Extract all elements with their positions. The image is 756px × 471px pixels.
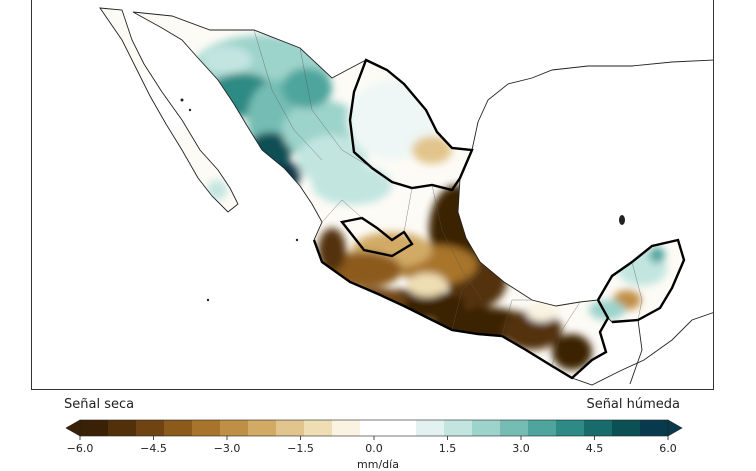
colorbar-bin xyxy=(108,420,137,436)
colorbar-bin xyxy=(276,420,305,436)
colorbar-bin xyxy=(136,420,165,436)
colorbar-bin xyxy=(360,420,389,436)
colorbar-bin xyxy=(164,420,193,436)
colorbar-bin xyxy=(584,420,613,436)
colorbar-tick-label: 6.0 xyxy=(659,442,677,455)
colorbar-bin xyxy=(304,420,333,436)
dry-signal-label: Señal seca xyxy=(64,397,135,412)
colorbar-tick-label: 3.0 xyxy=(512,442,530,455)
colorbar-unit-label: mm/día xyxy=(357,458,399,471)
colorbar-bin xyxy=(388,420,417,436)
colorbar-bin xyxy=(528,420,557,436)
colorbar-bin xyxy=(556,420,585,436)
colorbar-bin xyxy=(640,420,669,436)
colorbar-tick-label: 4.5 xyxy=(586,442,604,455)
precipitation-field xyxy=(100,8,684,378)
colorbar-bin xyxy=(472,420,501,436)
colorbar-bin xyxy=(192,420,221,436)
colorbar-tick-label: −1.5 xyxy=(287,442,314,455)
colorbar-bin xyxy=(416,420,445,436)
colorbar-bin xyxy=(248,420,277,436)
colorbar-min-extend xyxy=(65,419,81,437)
colorbar-max-extend xyxy=(667,419,683,437)
wet-signal-label: Señal húmeda xyxy=(586,397,680,412)
colorbar-bin xyxy=(500,420,529,436)
islands xyxy=(180,98,625,302)
colorbar-bin xyxy=(332,420,361,436)
map-panel xyxy=(31,0,714,390)
precipitation-change-map xyxy=(99,7,713,386)
colorbar-tick-label: −4.5 xyxy=(140,442,167,455)
colorbar-tick-label: 0.0 xyxy=(365,442,383,455)
colorbar-tick-label: −6.0 xyxy=(67,442,94,455)
colorbar-bin xyxy=(80,420,109,436)
colorbar-bin xyxy=(444,420,473,436)
colorbar-bin xyxy=(220,420,249,436)
state-lines xyxy=(253,29,643,367)
colorbar-bin xyxy=(612,420,641,436)
colorbar-tick-label: −3.0 xyxy=(214,442,241,455)
colorbar: −6.0 −4.5 −3.0 −1.5 0.0 1.5 3.0 4.5 6.0 xyxy=(65,419,683,455)
colorbar-tick-label: 1.5 xyxy=(439,442,457,455)
